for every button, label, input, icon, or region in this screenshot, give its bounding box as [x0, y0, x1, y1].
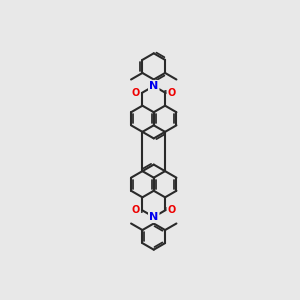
Text: N: N — [149, 81, 158, 91]
Text: O: O — [167, 206, 176, 215]
Text: O: O — [132, 88, 140, 98]
Text: N: N — [149, 212, 158, 222]
Text: O: O — [167, 88, 176, 98]
Text: O: O — [132, 206, 140, 215]
